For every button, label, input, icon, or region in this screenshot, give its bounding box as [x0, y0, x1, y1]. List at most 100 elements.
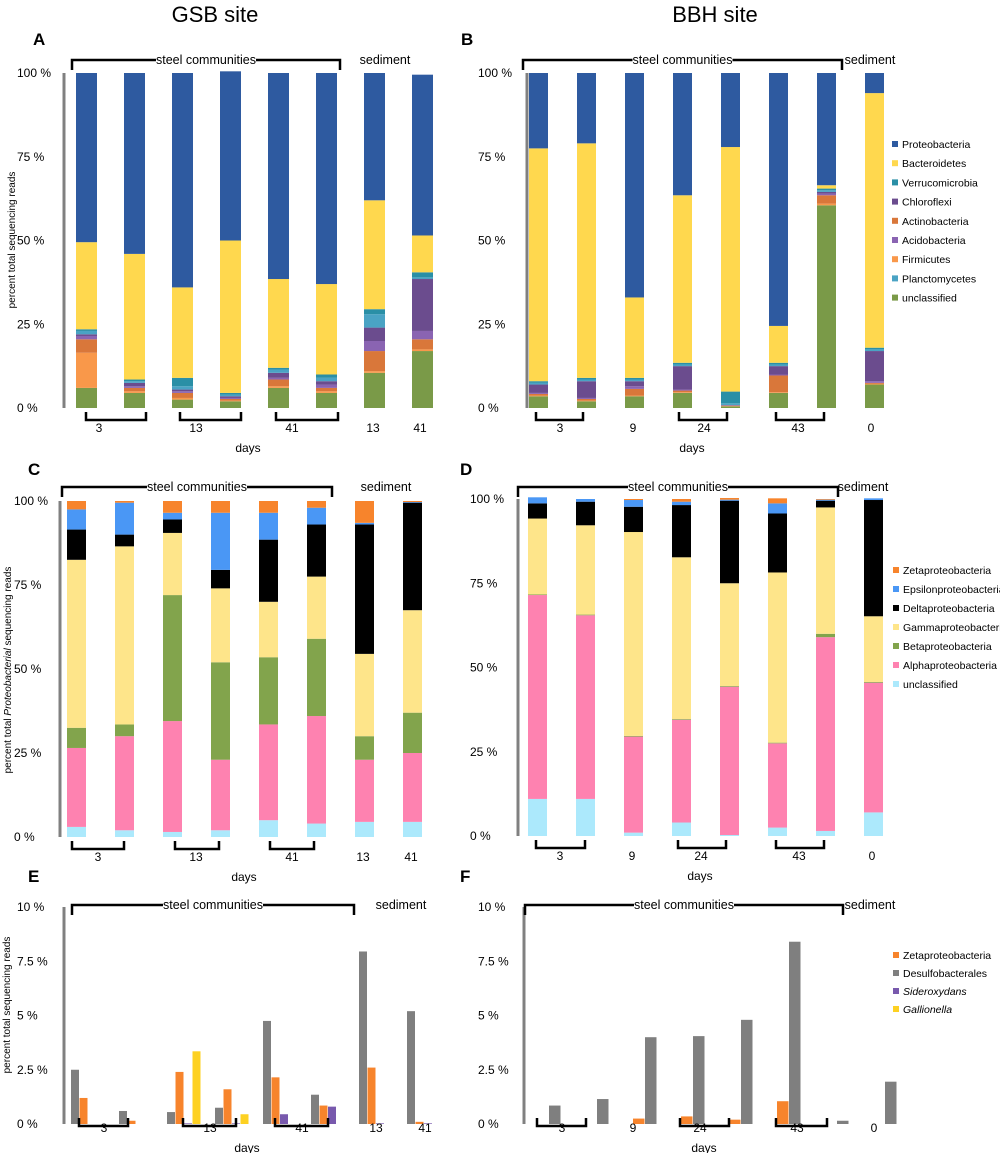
panel-a: A 0 % 25 % 50 % 75 % 100 % steel communities se… — [7, 30, 433, 455]
bar-segment-gammaproteobacteria — [211, 588, 230, 663]
legend-label: Planctomycetes — [902, 273, 976, 285]
steel-communities-label: steel communities — [156, 53, 256, 67]
bar-segment-unclassified-proteo — [816, 830, 835, 836]
bar-segment-epsilonproteobacteria — [259, 512, 278, 540]
y-axis-label: percent total Proteobacterial sequencing… — [3, 567, 14, 774]
bar-segment-unclassified-proteo — [307, 823, 326, 837]
bar-segment-chloroflexi — [625, 381, 644, 387]
bar-segment-acidobacteria — [268, 377, 289, 380]
bar-desulfobacterales — [741, 1019, 753, 1124]
legend-swatch — [892, 217, 898, 224]
bar-segment-chloroflexi — [76, 334, 97, 336]
day-bracket — [535, 1118, 588, 1128]
sediment-label: sediment — [376, 898, 427, 912]
legend-label: Alphaproteobacteria — [903, 660, 997, 672]
legend-label: Epsilonproteobacteria — [903, 584, 1000, 596]
bar-zetaproteobacteria — [681, 1116, 693, 1124]
bar-segment-unclassified — [625, 396, 644, 408]
x-tick-label: 3 — [95, 850, 102, 864]
bar-desulfobacterales — [263, 1020, 271, 1124]
legend-swatch — [893, 952, 899, 958]
bar-segment-unclassified — [124, 392, 145, 408]
x-tick-label: 13 — [356, 850, 370, 864]
legend-label: Acidobacteria — [902, 235, 966, 247]
bar-segment-deltaproteobacteria — [163, 519, 182, 533]
panel-letter: B — [461, 30, 473, 49]
bar-segment-alphaproteobacteria — [816, 637, 835, 831]
sediment-label: sediment — [845, 53, 896, 67]
bar-segment-bacteroidetes — [673, 195, 692, 363]
bar-segment-unclassified — [268, 387, 289, 408]
legend-swatch — [893, 567, 899, 573]
bar-desulfobacterales — [645, 1037, 657, 1124]
bar-segment-unclassified — [316, 392, 337, 408]
bar-zetaproteobacteria — [271, 1077, 280, 1124]
bar-segment-betaproteobacteria — [768, 742, 787, 744]
bar-segment-acidobacteria — [76, 335, 97, 340]
bar-gallionella — [192, 1051, 201, 1124]
bar-segment-proteobacteria — [529, 73, 548, 149]
y-tick-label: 75 % — [478, 150, 506, 164]
bar-segment-acidobacteria — [316, 384, 337, 388]
bar-segment-alphaproteobacteria — [528, 595, 547, 799]
bar-segment-bacteroidetes — [220, 240, 241, 393]
x-tick-label: 13 — [366, 421, 380, 435]
bar-segment-acidobacteria — [817, 193, 836, 196]
bar-segment-alphaproteobacteria — [355, 759, 374, 822]
bar-segment-chloroflexi — [817, 191, 836, 194]
y-axis-label: percent total sequencing reads — [2, 937, 13, 1074]
bar-segment-deltaproteobacteria — [816, 500, 835, 508]
x-tick-label: 3 — [101, 1121, 108, 1135]
x-tick-label: 0 — [868, 421, 875, 435]
bar-segment-proteobacteria — [268, 73, 289, 280]
bracket-label-bg — [147, 479, 247, 493]
bar-segment-firmicutes — [412, 349, 433, 352]
bar-segment-bacteroidetes — [76, 242, 97, 330]
bar-segment-zetaproteobacteria — [259, 501, 278, 513]
bar-segment-acidobacteria — [364, 341, 385, 352]
legend-swatch — [893, 681, 899, 687]
bar-segment-gammaproteobacteria — [259, 601, 278, 658]
day-bracket — [77, 1118, 130, 1128]
bar-segment-gammaproteobacteria — [403, 610, 422, 713]
y-tick-label: 0 % — [14, 830, 35, 844]
legend-label: Gammaproteobacteria — [903, 622, 1000, 634]
bar-zetaproteobacteria — [415, 1121, 424, 1124]
bar-segment-firmicutes — [268, 386, 289, 388]
y-tick-label: 100 % — [14, 494, 48, 508]
bar-segment-proteobacteria — [364, 73, 385, 201]
bar-segment-firmicutes — [172, 397, 193, 400]
y-tick-label: 50 % — [14, 662, 42, 676]
legend-swatch — [893, 1006, 899, 1012]
bar-segment-betaproteobacteria — [720, 686, 739, 687]
legend-swatch — [893, 643, 899, 649]
legend-swatch — [893, 970, 899, 976]
y-tick-label: 50 % — [478, 234, 506, 248]
bracket-label-bg — [156, 52, 256, 66]
bar-segment-alphaproteobacteria — [720, 686, 739, 835]
x-tick-label: 9 — [630, 421, 637, 435]
bar-segment-acidobacteria — [529, 392, 548, 394]
bar-segment-deltaproteobacteria — [864, 500, 883, 617]
bar-segment-alphaproteobacteria — [211, 759, 230, 831]
bar-segment-planctomycetes — [76, 330, 97, 335]
bar-segment-epsilonproteobacteria — [576, 499, 595, 502]
bar-segment-firmicutes — [124, 391, 145, 393]
bar-segment-acidobacteria — [124, 386, 145, 388]
bar-segment-deltaproteobacteria — [672, 505, 691, 558]
legend-label: Zetaproteobacteria — [903, 950, 991, 962]
bar-segment-unclassified — [76, 387, 97, 408]
bar-segment-gammaproteobacteria — [768, 572, 787, 743]
day-bracket — [273, 1118, 330, 1128]
legend-label: Betaproteobacteria — [903, 641, 992, 653]
legend-label: Zetaproteobacteria — [903, 565, 991, 577]
day-bracket — [676, 840, 728, 850]
legend: Proteobacteria Bacteroidetes Verrucomicrob… — [892, 139, 978, 305]
bar-desulfobacterales — [597, 1099, 609, 1124]
bar-segment-verrucomicrobia — [577, 377, 596, 380]
bar-segment-proteobacteria — [721, 73, 740, 148]
bar-segment-verrucomicrobia — [817, 188, 836, 191]
bracket-label-bg — [632, 52, 733, 66]
bar-desulfobacterales — [693, 1036, 705, 1124]
bar-segment-alphaproteobacteria — [672, 719, 691, 823]
